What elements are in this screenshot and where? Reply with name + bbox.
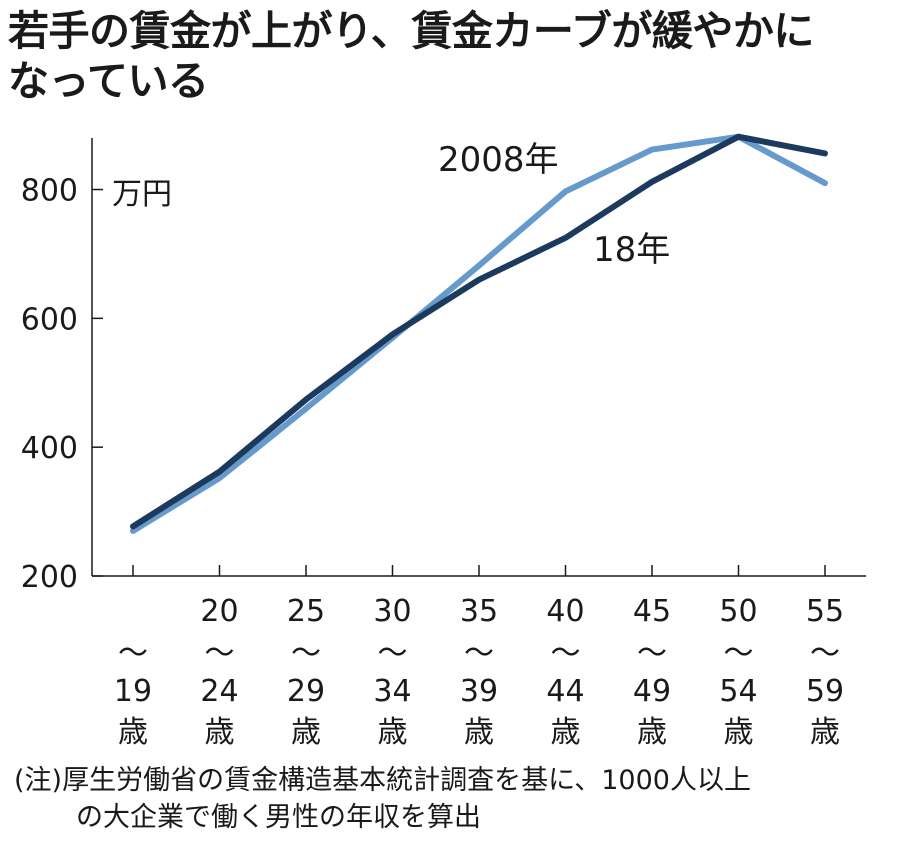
x-category-label: 歳 — [810, 715, 840, 750]
x-category-label: 40 — [546, 594, 584, 629]
x-category-label: 〜 — [724, 636, 754, 671]
x-category-label: 35 — [460, 594, 498, 629]
x-category-label: 19 — [114, 674, 152, 709]
x-category-label: 24 — [200, 674, 238, 709]
x-category-label: 歳 — [118, 715, 148, 750]
y-tick-label: 200 — [21, 560, 78, 595]
x-category-label: 〜 — [118, 636, 148, 671]
series-label-2008: 2008年 — [438, 140, 559, 180]
x-category-label: 〜 — [205, 636, 235, 671]
x-category-label: 25 — [287, 594, 325, 629]
x-category-label: 〜 — [810, 636, 840, 671]
footnote: (注)厚生労働省の賃金構造基本統計調査を基に、1000人以上 の大企業で働く男性… — [14, 762, 894, 836]
x-category-label: 歳 — [378, 715, 408, 750]
x-category-label: 39 — [460, 674, 498, 709]
x-category-label: 歳 — [291, 715, 321, 750]
x-category-label: 歳 — [724, 715, 754, 750]
x-category-label: 34 — [373, 674, 411, 709]
x-category-label: 〜 — [464, 636, 494, 671]
title-line-2: なっている — [8, 57, 209, 105]
axes — [91, 138, 866, 577]
x-category-label: 〜 — [551, 636, 581, 671]
x-category-label: 54 — [719, 674, 757, 709]
x-category-label: 歳 — [205, 715, 235, 750]
x-category-label: 歳 — [637, 715, 667, 750]
y-tick-label: 600 — [21, 302, 78, 337]
x-category-label: 49 — [633, 674, 671, 709]
x-axis-ticks: 〜19歳20〜24歳25〜29歳30〜34歳35〜39歳40〜44歳45〜49歳… — [114, 565, 844, 750]
footnote-line-1: (注)厚生労働省の賃金構造基本統計調査を基に、1000人以上 — [14, 765, 751, 796]
x-category-label: 59 — [806, 674, 844, 709]
footnote-line-2: の大企業で働く男性の年収を算出 — [76, 802, 481, 833]
series-line-0 — [130, 133, 828, 534]
y-axis-ticks: 200 400 600 800 — [21, 174, 103, 595]
x-category-label: 45 — [633, 594, 671, 629]
x-category-label: 55 — [806, 594, 844, 629]
x-category-label: 30 — [373, 594, 411, 629]
x-category-label: 歳 — [464, 715, 494, 750]
series-line-1 — [130, 133, 828, 530]
y-tick-label: 800 — [21, 174, 78, 209]
series-label-2018: 18年 — [593, 230, 670, 270]
chart-title: 若手の賃金が上がり、賃金カーブが緩やかに なっている — [8, 6, 888, 106]
x-category-label: 29 — [287, 674, 325, 709]
x-category-label: 歳 — [551, 715, 581, 750]
x-category-label: 〜 — [378, 636, 408, 671]
x-category-label: 44 — [546, 674, 584, 709]
series-lines — [130, 133, 828, 534]
x-category-label: 50 — [719, 594, 757, 629]
x-category-label: 20 — [200, 594, 238, 629]
title-line-1: 若手の賃金が上がり、賃金カーブが緩やかに — [8, 7, 814, 55]
y-axis-unit-label: 万円 — [112, 177, 172, 212]
x-category-label: 〜 — [637, 636, 667, 671]
y-tick-label: 400 — [21, 431, 78, 466]
x-category-label: 〜 — [291, 636, 321, 671]
